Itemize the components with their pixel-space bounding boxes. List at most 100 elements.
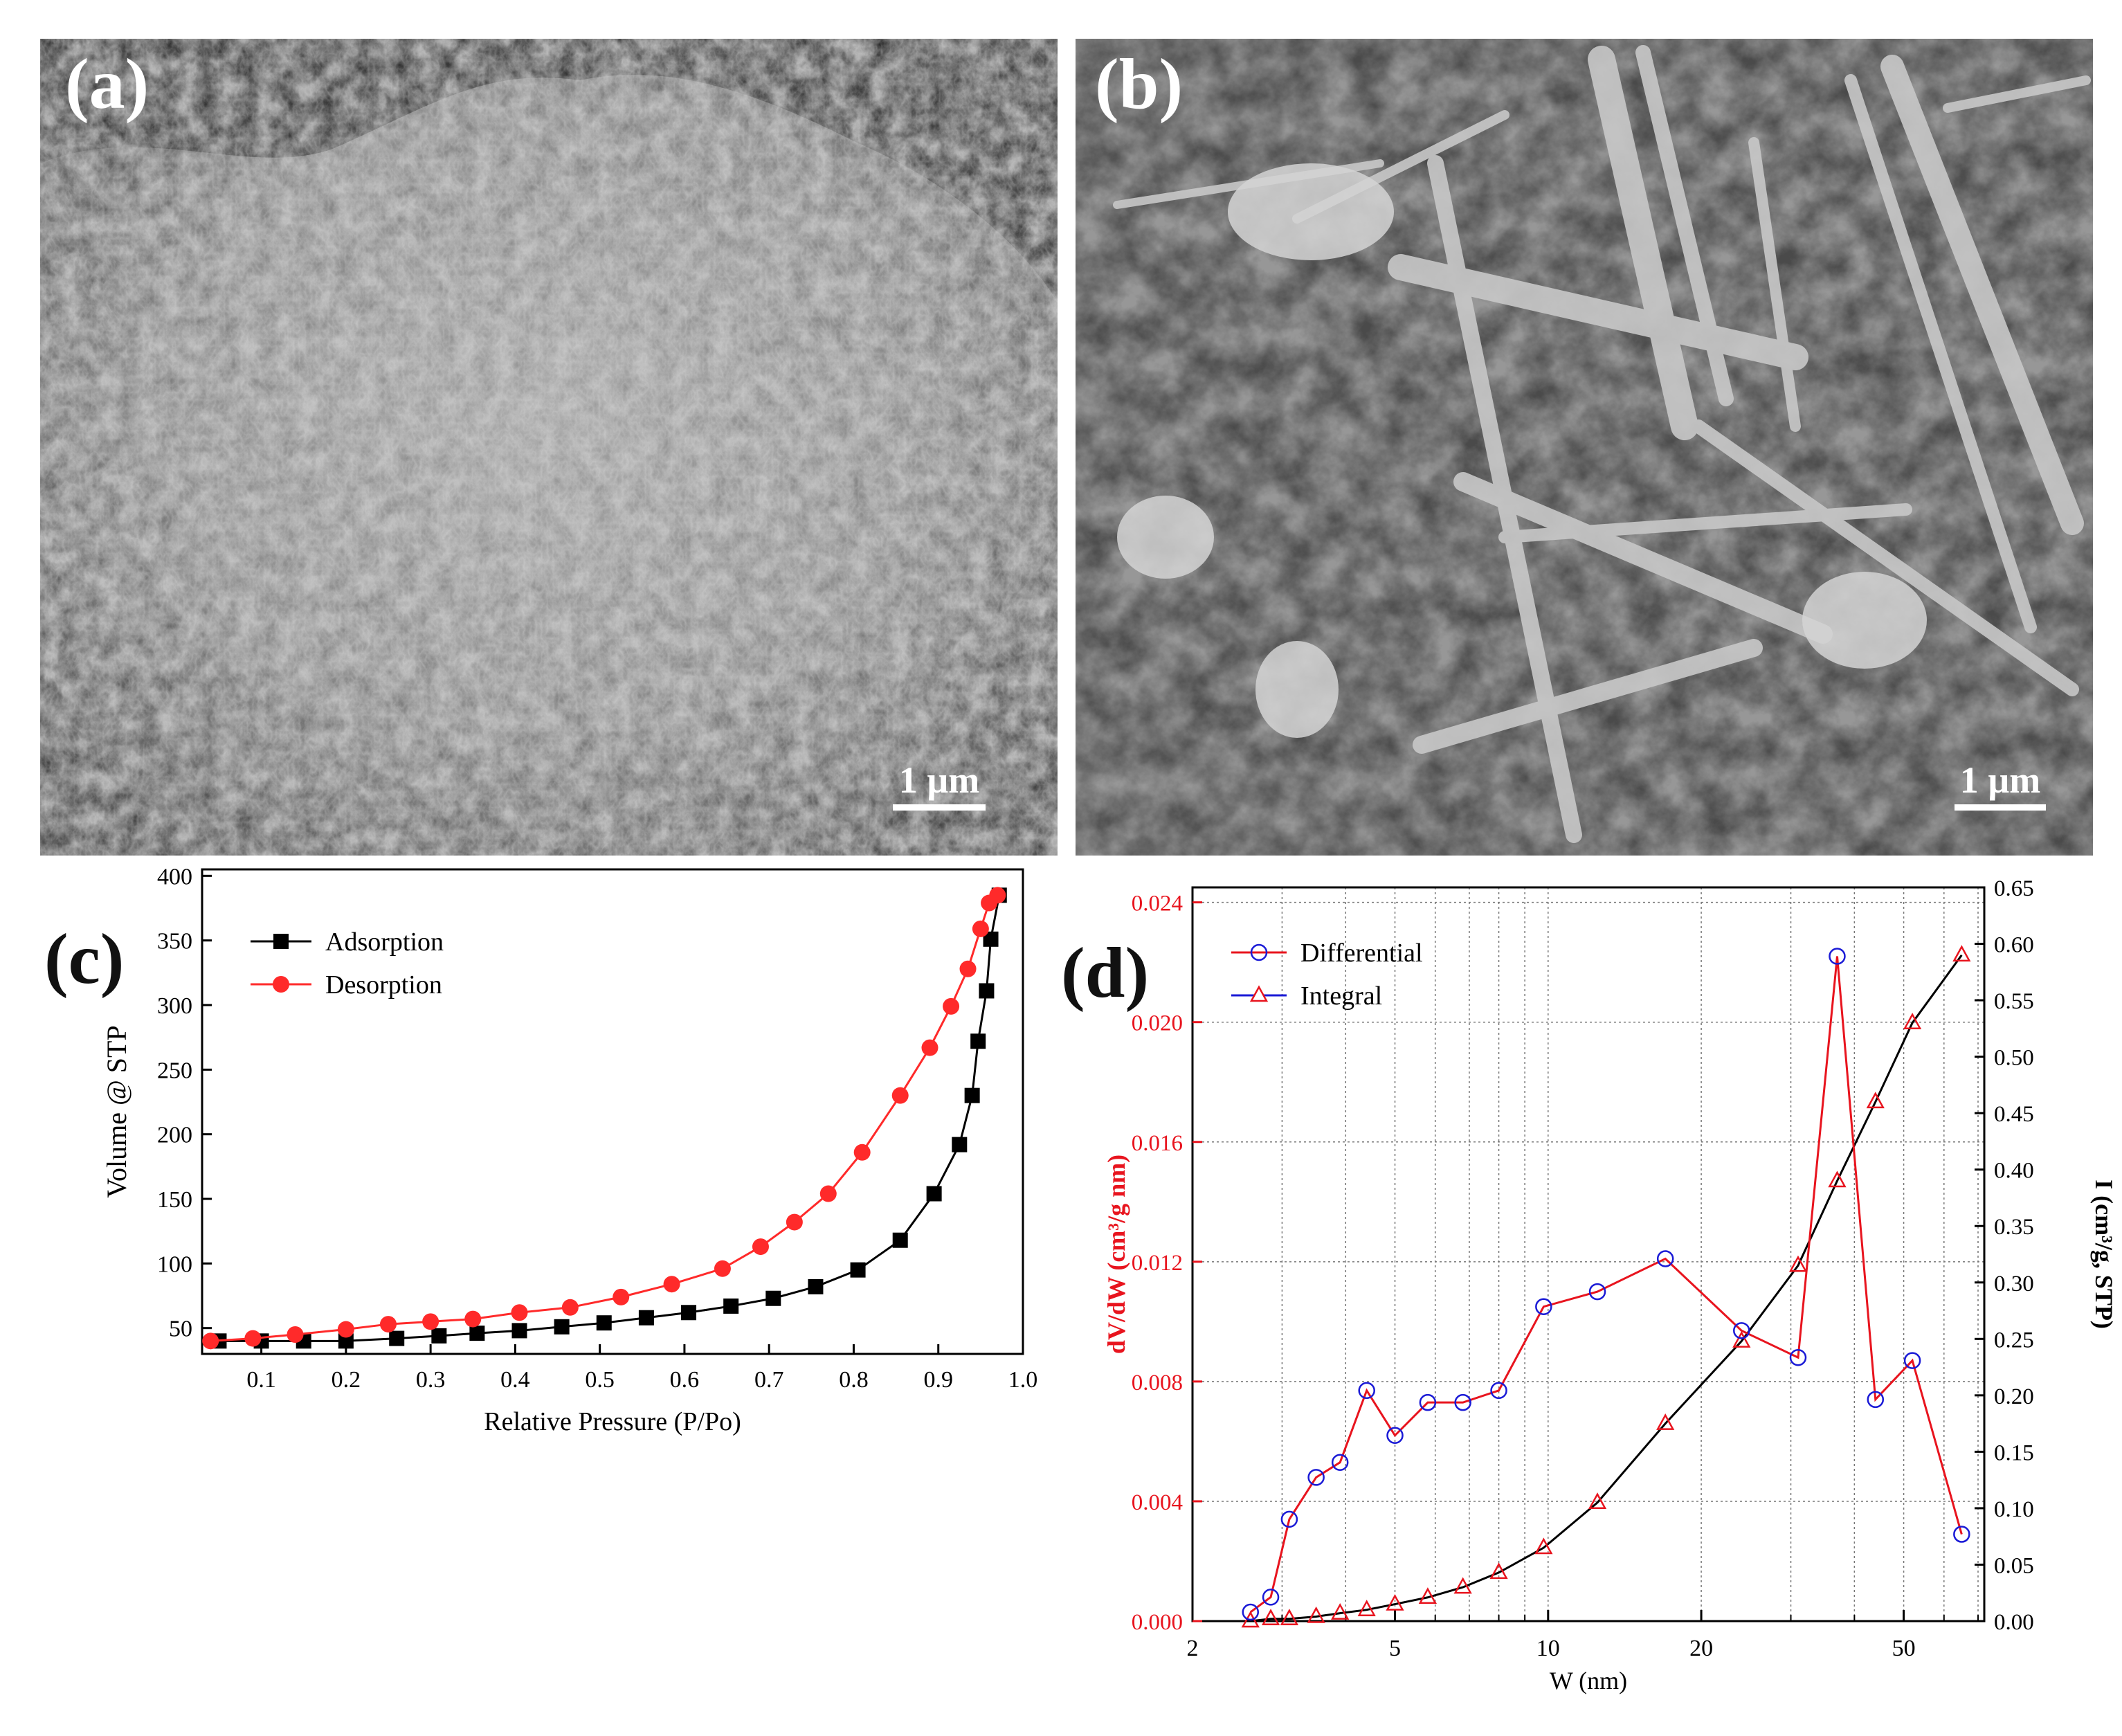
- scale-bar-line-a: [893, 804, 986, 811]
- x-tick-label: 2: [1187, 1636, 1199, 1661]
- data-point-desorption: [959, 960, 977, 977]
- data-point-adsorption: [808, 1278, 824, 1294]
- scale-bar-b: 1 µm: [1955, 759, 2046, 811]
- isotherm-plot: 0.1 0.2 0.3 0.4 0.5 0.6 0.7 0.8 0.9 1.0 50 100 150 20…: [101, 864, 1038, 1436]
- pore-distribution-plot: 2 5 10 20 50 0.000 0.004 0.008 0.012 0.016 0.020 0.…: [1103, 876, 2118, 1694]
- data-point-integral: [1534, 1537, 1553, 1555]
- y2-tick-label: 0.35: [1994, 1215, 2034, 1240]
- x-tick-label: 0.1: [246, 1367, 276, 1393]
- legend-marker-adsorption: [273, 934, 289, 949]
- x-tick-label: 1.0: [1008, 1367, 1038, 1393]
- scale-bar-line-b: [1955, 804, 2046, 811]
- data-point-desorption: [663, 1276, 680, 1293]
- data-point-integral: [1903, 1013, 1922, 1029]
- sem-image-a: (a) 1 µm: [40, 39, 1058, 856]
- series-line-desorption: [210, 894, 999, 1342]
- data-point-desorption: [202, 1332, 219, 1350]
- x-tick-label: 50: [1892, 1636, 1916, 1661]
- legend-label-desorption: Desorption: [325, 970, 442, 1000]
- y-tick-label: 0.004: [1132, 1490, 1183, 1515]
- data-point-differential: [1867, 1391, 1885, 1409]
- data-point-desorption: [613, 1288, 630, 1305]
- y2-tick-label: 0.10: [1994, 1497, 2034, 1522]
- data-point-differential: [1242, 1603, 1260, 1621]
- data-point-integral: [1489, 1562, 1508, 1580]
- data-point-desorption: [972, 920, 989, 937]
- y-tick-label: 200: [157, 1123, 192, 1148]
- data-point-differential: [1454, 1393, 1471, 1411]
- data-point-adsorption: [511, 1323, 527, 1339]
- data-point-integral: [1357, 1600, 1376, 1616]
- y2-tick-label: 0.55: [1994, 989, 2034, 1014]
- panel-label-d: (d): [1061, 933, 1150, 1013]
- data-point-desorption: [561, 1299, 579, 1316]
- data-point-integral: [1952, 945, 1971, 962]
- x-tick-label: 0.8: [839, 1367, 869, 1393]
- y-tick-label: 0.000: [1132, 1610, 1183, 1635]
- data-point-adsorption: [554, 1319, 570, 1335]
- y2-tick-label: 0.40: [1994, 1159, 2034, 1184]
- data-point-differential: [1490, 1382, 1507, 1400]
- panel-label-c: (c): [44, 919, 125, 999]
- y-axis-label: Volume @ STP: [101, 1025, 132, 1197]
- legend-marker-differential: [1250, 943, 1268, 961]
- data-point-adsorption: [389, 1330, 405, 1346]
- x-tick-label: 10: [1536, 1636, 1560, 1661]
- y2-tick-label: 0.20: [1994, 1384, 2034, 1409]
- data-point-adsorption: [850, 1262, 866, 1278]
- x-tick-label: 0.9: [923, 1367, 953, 1393]
- data-point-adsorption: [431, 1328, 447, 1344]
- panel-label-a: (a): [65, 44, 149, 124]
- data-point-adsorption: [681, 1305, 697, 1321]
- data-point-integral: [1588, 1492, 1607, 1510]
- data-point-differential: [1386, 1427, 1404, 1445]
- y-axis-label: dV/dW (cm³/g nm): [1103, 1155, 1130, 1354]
- data-point-desorption: [819, 1185, 837, 1202]
- y2-tick-label: 0.25: [1994, 1328, 2034, 1353]
- data-point-integral: [1656, 1413, 1675, 1430]
- data-point-differential: [1358, 1382, 1375, 1400]
- data-point-desorption: [714, 1260, 731, 1277]
- y-tick-label: 250: [157, 1058, 192, 1083]
- x-tick-label: 0.7: [754, 1367, 784, 1393]
- data-point-differential: [1829, 948, 1846, 965]
- y-tick-label: 0.024: [1132, 892, 1183, 916]
- data-point-differential: [1280, 1510, 1298, 1528]
- data-point-adsorption: [638, 1310, 654, 1326]
- y-tick-label: 100: [157, 1251, 192, 1277]
- data-point-desorption: [921, 1039, 938, 1056]
- data-point-integral: [1732, 1330, 1751, 1348]
- data-point-integral: [1418, 1587, 1438, 1604]
- data-point-differential: [1903, 1352, 1921, 1369]
- data-point-differential: [1331, 1454, 1349, 1471]
- data-point-desorption: [752, 1238, 769, 1256]
- x-tick-label: 0.2: [332, 1367, 361, 1393]
- y-tick-label: 150: [157, 1187, 192, 1213]
- pore-distribution-chart: (d) 2 5 10 20 50 0.000 0.004 0.008 0.012 0.016 0.0…: [1061, 856, 2122, 1733]
- data-point-integral: [1788, 1255, 1808, 1272]
- legend-label-integral: Integral: [1300, 982, 1382, 1011]
- x-tick-label: 20: [1689, 1636, 1713, 1661]
- data-point-desorption: [853, 1143, 871, 1161]
- y2-axis-label: I (cm³/g, STP): [2090, 1179, 2118, 1329]
- data-point-desorption: [337, 1321, 354, 1338]
- data-point-integral: [1386, 1593, 1404, 1611]
- data-point-desorption: [287, 1326, 304, 1343]
- y2-tick-label: 0.00: [1994, 1610, 2034, 1635]
- data-point-integral: [1866, 1092, 1885, 1109]
- y2-tick-label: 0.05: [1994, 1553, 2034, 1578]
- data-point-desorption: [786, 1213, 803, 1231]
- data-point-integral: [1307, 1606, 1325, 1623]
- data-point-desorption: [379, 1316, 397, 1333]
- data-point-desorption: [943, 997, 960, 1015]
- data-point-desorption: [244, 1330, 262, 1347]
- data-point-adsorption: [964, 1087, 980, 1103]
- data-point-desorption: [891, 1087, 909, 1104]
- y-tick-label: 0.020: [1132, 1011, 1183, 1036]
- y-tick-label: 350: [157, 929, 192, 955]
- y-tick-label: 400: [157, 864, 192, 889]
- x-tick-label: 0.3: [416, 1367, 446, 1393]
- series-line-integral: [1250, 954, 1963, 1622]
- scale-bar-label-b: 1 µm: [1959, 759, 2041, 801]
- data-point-differential: [1733, 1322, 1750, 1339]
